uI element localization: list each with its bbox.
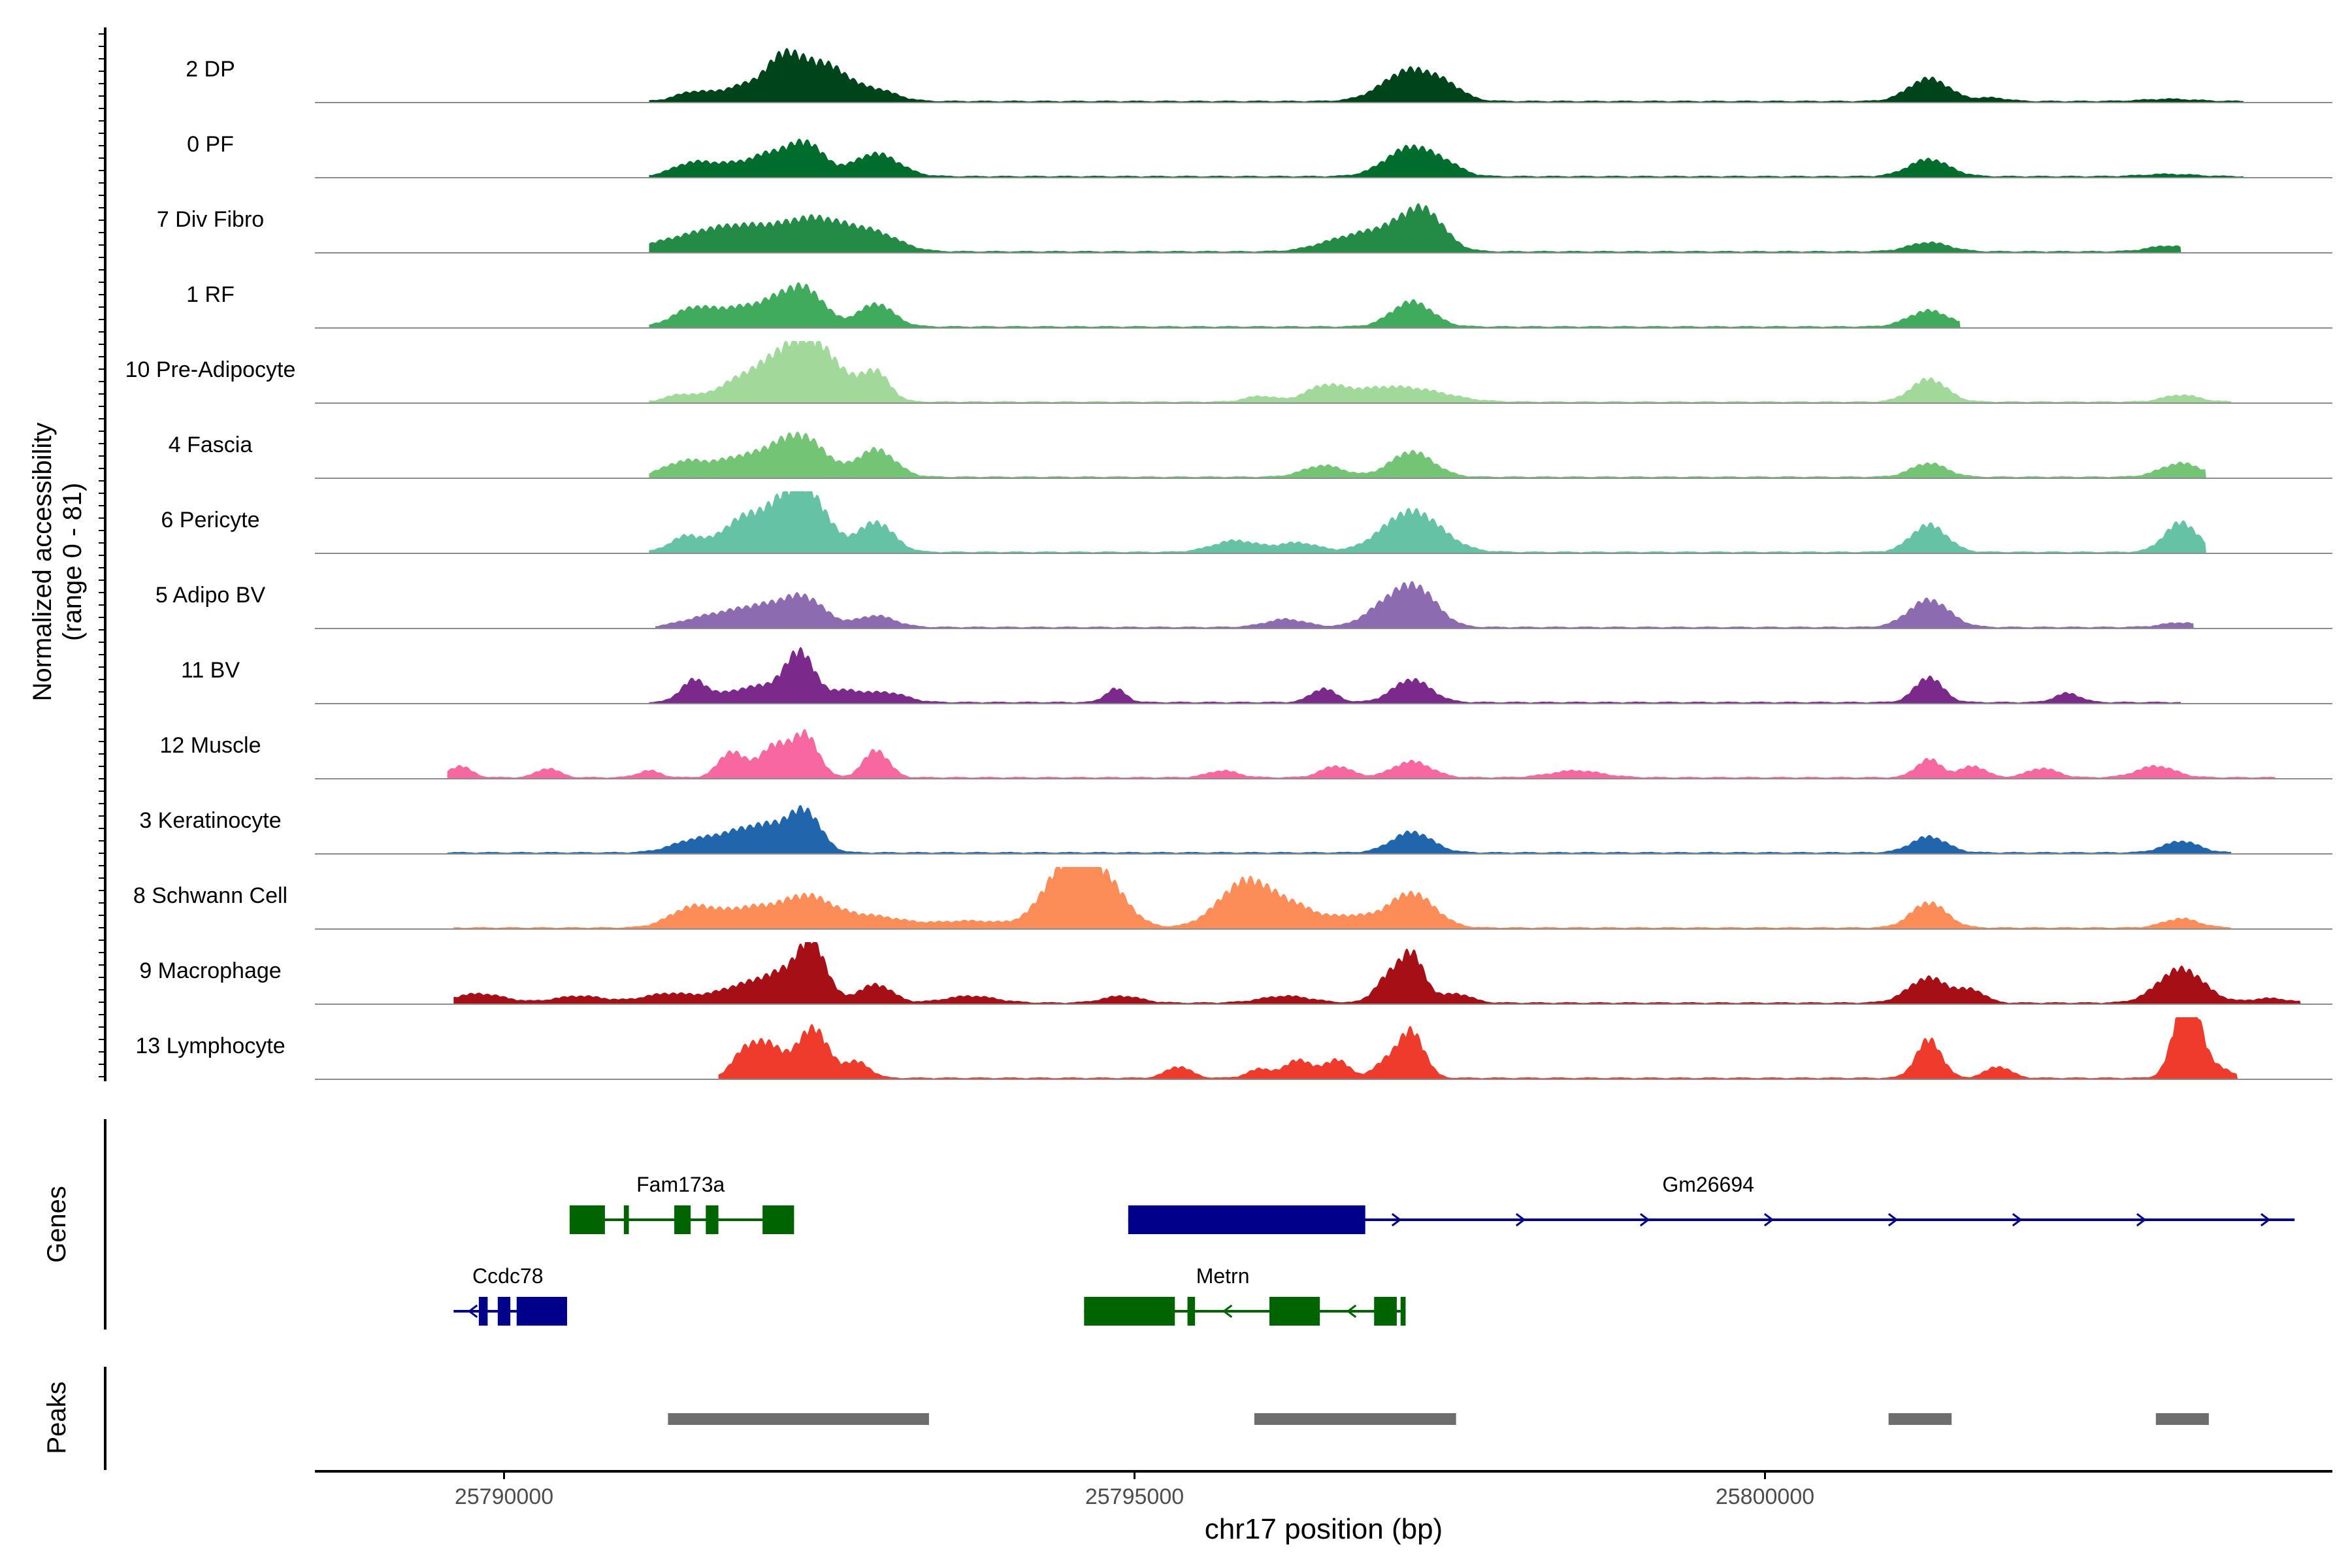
y-axis-title: Normalized accessibility: [28, 423, 57, 702]
track-label: 9 Macrophage: [139, 958, 281, 983]
coverage-y-ticks: [99, 33, 105, 1077]
track-8: 5 Adipo BV: [155, 581, 2332, 629]
coverage-area: [649, 139, 2244, 178]
track-7: 6 Pericyte: [161, 491, 2332, 554]
strand-chevron: [1515, 1213, 1526, 1227]
coverage-area: [649, 203, 2181, 253]
coverage-area: [649, 341, 2232, 403]
gene-ccdc78: Ccdc78: [453, 1264, 567, 1326]
peak-region-bar: [668, 1413, 929, 1425]
x-tick-label: 25795000: [1085, 1484, 1184, 1509]
coverage-area: [649, 431, 2206, 478]
track-label: 8 Schwann Cell: [133, 883, 287, 908]
gene-exon: [569, 1205, 605, 1234]
gene-exon: [623, 1205, 629, 1234]
strand-chevron: [1391, 1213, 1402, 1227]
track-label: 6 Pericyte: [161, 508, 259, 532]
gene-exon: [1128, 1205, 1365, 1234]
peaks-panel-label: Peaks: [42, 1381, 71, 1454]
coverage-tracks: 2 DP 0 PF 7 Div Fibro 1 RF 10 Pre-Adipocyte 4…: [125, 48, 2332, 1080]
gene-exon: [762, 1205, 794, 1234]
track-4: 1 RF: [186, 282, 2332, 329]
track-5: 10 Pre-Adipocyte: [125, 341, 2332, 404]
coverage-area: [453, 867, 2232, 929]
gene-gm26694: Gm26694: [1128, 1173, 2295, 1234]
track-label: 11 BV: [181, 658, 240, 683]
coverage-area: [649, 48, 2244, 103]
track-14: 13 Lymphocyte: [135, 1017, 2332, 1080]
strand-chevron: [1763, 1213, 1774, 1227]
coverage-area: [447, 728, 2276, 779]
gene-label: Metrn: [1196, 1264, 1250, 1288]
track-label: 7 Div Fibro: [157, 207, 264, 232]
strand-chevron: [1222, 1304, 1233, 1318]
peak-region-bar: [2155, 1413, 2209, 1425]
peak-regions: [668, 1413, 2209, 1425]
track-label: 10 Pre-Adipocyte: [125, 357, 296, 382]
strand-chevron: [1887, 1213, 1899, 1227]
gene-exon: [1400, 1297, 1406, 1326]
gene-exon: [497, 1297, 511, 1326]
peak-region-bar: [1254, 1413, 1456, 1425]
gene-exon: [706, 1205, 719, 1234]
gene-label: Gm26694: [1662, 1173, 1754, 1196]
track-label: 0 PF: [187, 132, 234, 157]
track-10: 12 Muscle: [160, 728, 2332, 779]
strand-chevron: [1346, 1304, 1357, 1318]
coverage-area: [447, 804, 2232, 854]
gene-exon: [1374, 1297, 1397, 1326]
strand-chevron: [2012, 1213, 2023, 1227]
gene-exon: [478, 1297, 488, 1326]
gene-label: Ccdc78: [472, 1264, 544, 1288]
track-13: 9 Macrophage: [139, 942, 2332, 1005]
strand-chevron: [1639, 1213, 1650, 1227]
coverage-area: [649, 647, 2181, 704]
strand-chevron: [2136, 1213, 2147, 1227]
gene-metrn: Metrn: [1084, 1264, 1406, 1326]
gene-exon: [674, 1205, 691, 1234]
genes-panel-label: Genes: [42, 1186, 71, 1263]
x-tick-label: 25800000: [1716, 1484, 1814, 1509]
y-axis-subtitle: (range 0 - 81): [58, 483, 87, 641]
gene-label: Fam173a: [636, 1173, 725, 1196]
track-label: 12 Muscle: [160, 733, 261, 758]
coverage-area: [718, 1017, 2238, 1079]
track-label: 13 Lymphocyte: [135, 1034, 285, 1058]
track-label: 1 RF: [186, 282, 235, 307]
track-label: 2 DP: [186, 57, 235, 82]
track-label: 5 Adipo BV: [155, 583, 266, 608]
track-2: 0 PF: [187, 132, 2332, 178]
track-9: 11 BV: [181, 647, 2332, 704]
strand-chevron: [2260, 1213, 2271, 1227]
gene-exon: [1269, 1297, 1320, 1326]
coverage-area: [649, 282, 1961, 328]
track-1: 2 DP: [186, 48, 2332, 103]
x-axis-ticks: 25790000 25795000 25800000: [455, 1471, 1814, 1509]
gene-exon: [1084, 1297, 1175, 1326]
track-3: 7 Div Fibro: [157, 203, 2332, 253]
x-axis-title: chr17 position (bp): [1205, 1513, 1443, 1545]
gene-fam173a: Fam173a: [569, 1173, 794, 1234]
coverage-area: [453, 942, 2301, 1004]
track-label: 3 Keratinocyte: [139, 808, 281, 833]
gene-exon: [516, 1297, 567, 1326]
gene-annotations: Fam173a Gm26694 Ccdc78 Metrn: [453, 1173, 2295, 1326]
track-6: 4 Fascia: [169, 431, 2332, 479]
strand-chevron: [467, 1304, 478, 1318]
gene-exon: [1187, 1297, 1196, 1326]
coverage-area: [649, 491, 2206, 553]
x-tick-label: 25790000: [455, 1484, 553, 1509]
coverage-area: [655, 581, 2194, 629]
track-11: 3 Keratinocyte: [139, 804, 2332, 855]
track-label: 4 Fascia: [169, 433, 253, 457]
peak-region-bar: [1888, 1413, 1952, 1425]
track-12: 8 Schwann Cell: [133, 867, 2332, 930]
